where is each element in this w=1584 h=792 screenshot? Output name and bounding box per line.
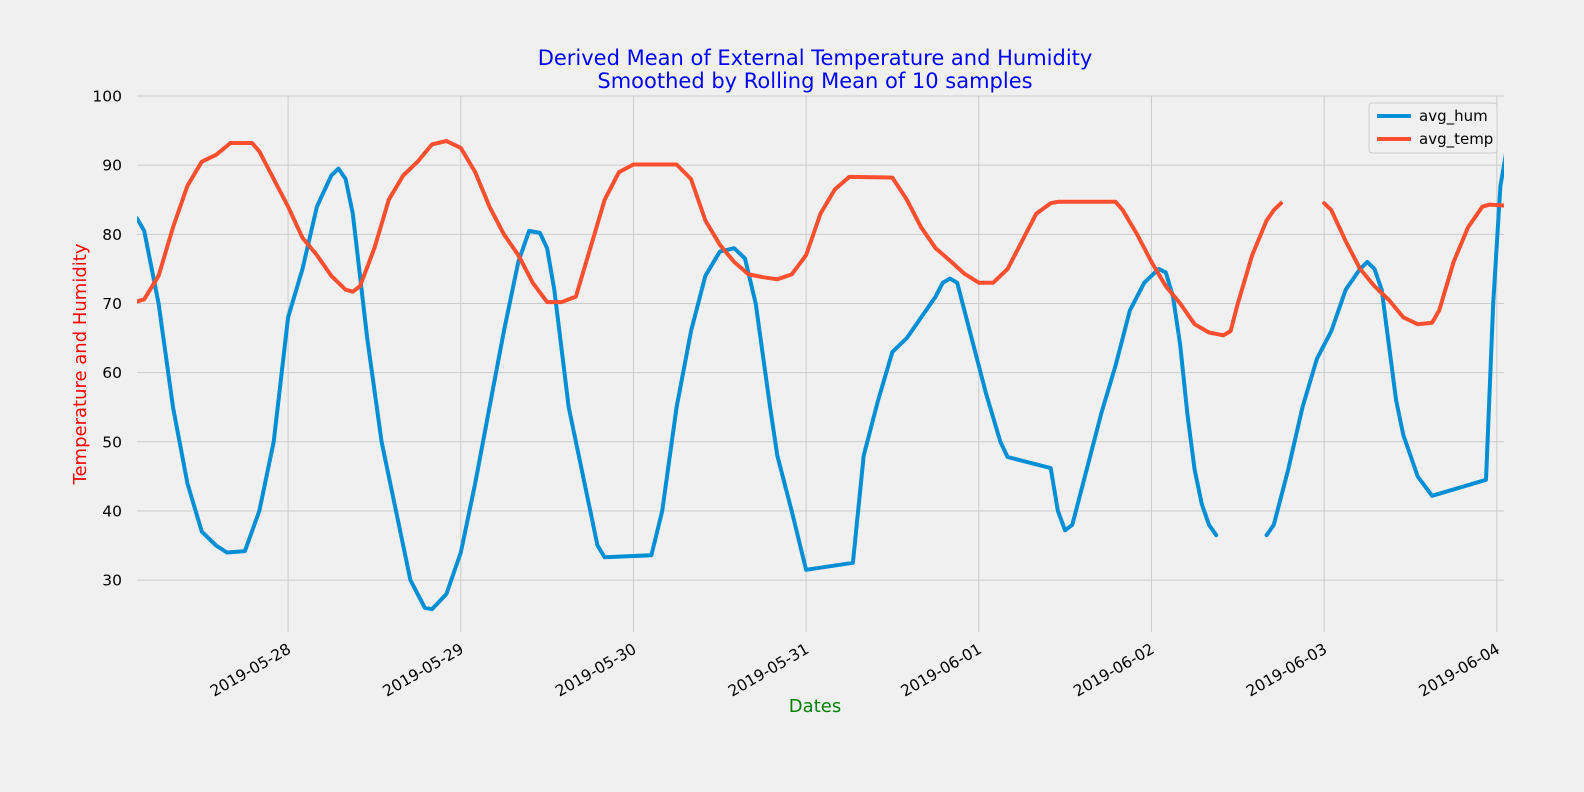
series-lines (137, 139, 1504, 612)
legend: avg_hum avg_temp (1368, 102, 1498, 154)
series-line-avg-temp (1322, 201, 1504, 327)
y-tick-label: 90 (102, 157, 122, 175)
legend-label-avg-hum: avg_hum (1419, 107, 1488, 126)
x-tick-label: 2019-05-29 (380, 640, 467, 701)
x-tick-label: 2019-06-01 (898, 640, 985, 701)
x-axis-title: Dates (789, 696, 841, 717)
series-line-avg-temp (137, 139, 1283, 338)
y-tick-label: 100 (92, 88, 122, 106)
x-tick-label: 2019-06-04 (1416, 640, 1503, 701)
y-tick-label: 40 (102, 502, 122, 520)
y-tick-label: 80 (102, 226, 122, 244)
series-line-avg-hum (137, 166, 1219, 612)
legend-label-avg-temp: avg_temp (1419, 130, 1493, 149)
x-tick-label: 2019-05-28 (207, 640, 294, 701)
x-tick-labels: 2019-05-28 2019-05-29 2019-05-30 2019-05-31… (207, 640, 1503, 701)
y-tick-labels: 30 40 50 60 70 80 90 100 (92, 88, 122, 590)
x-tick-label: 2019-06-03 (1243, 640, 1330, 701)
y-tick-label: 50 (102, 433, 122, 451)
chart-subtitle: Smoothed by Rolling Mean of 10 samples (597, 69, 1032, 93)
y-tick-label: 70 (102, 295, 122, 313)
x-tick-label: 2019-06-02 (1070, 640, 1157, 701)
x-tick-label: 2019-05-30 (552, 640, 639, 701)
series-line-avg-hum (1264, 153, 1504, 538)
y-tick-label: 30 (102, 572, 122, 590)
y-tick-label: 60 (102, 364, 122, 382)
chart-title: Derived Mean of External Temperature and… (538, 46, 1093, 70)
x-tick-label: 2019-05-31 (725, 640, 812, 701)
y-axis-title: Temperature and Humidity (70, 243, 91, 485)
